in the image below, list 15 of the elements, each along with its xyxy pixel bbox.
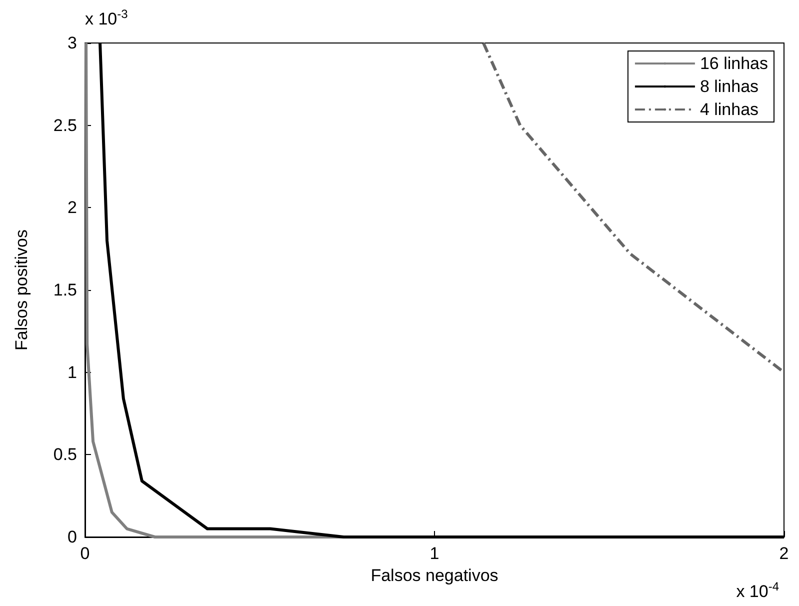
x-axis-title: Falsos negativos xyxy=(370,566,498,585)
legend-label: 16 linhas xyxy=(700,54,768,73)
x-tick-label: 2 xyxy=(779,544,789,563)
y-axis-title: Falsos positivos xyxy=(12,230,31,350)
y-tick-label: 1.5 xyxy=(53,280,77,300)
legend-label: 8 linhas xyxy=(700,77,759,96)
x-tick-label: 0 xyxy=(80,544,90,563)
y-tick-label: 0.5 xyxy=(53,445,77,464)
y-tick-label: 3 xyxy=(68,34,77,52)
y-tick-label: 2.5 xyxy=(53,116,77,135)
y-tick-label: 2 xyxy=(68,198,77,218)
legend-label: 4 linhas xyxy=(700,100,759,119)
y-tick-label: 1 xyxy=(68,362,77,382)
y-tick-label: 0 xyxy=(68,528,77,546)
x-tick-label: 1 xyxy=(430,544,440,563)
